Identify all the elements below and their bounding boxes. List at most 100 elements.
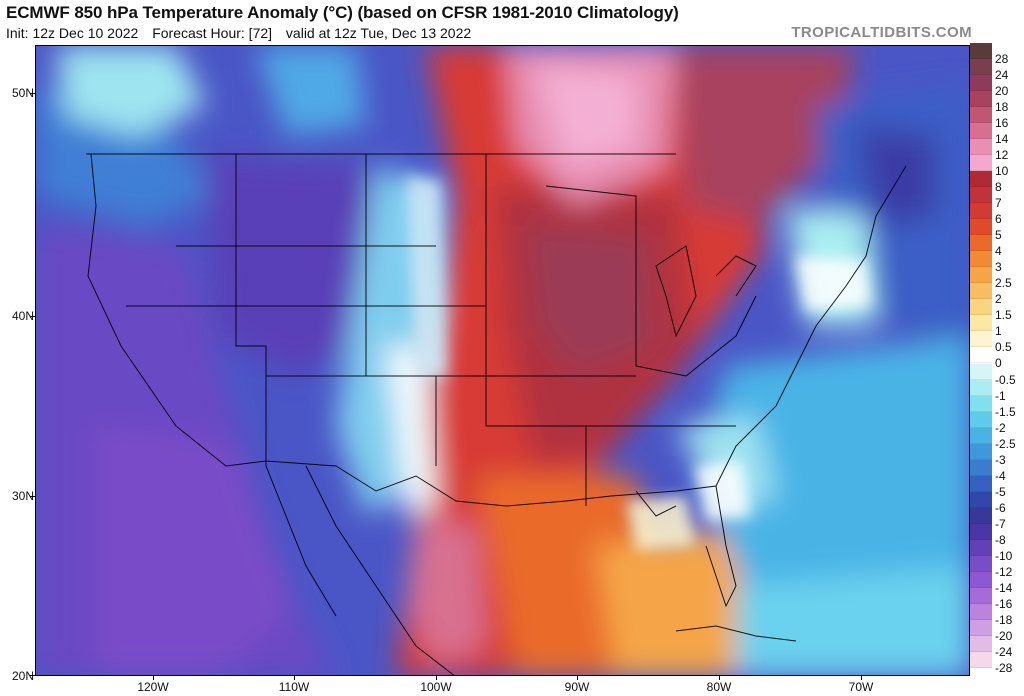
colorbar-label: -6 — [995, 500, 1006, 515]
lon-tick — [436, 676, 437, 680]
lon-label-70w: 70W — [848, 680, 874, 694]
colorbar-label: 2.5 — [995, 276, 1012, 291]
colorbar-swatch — [970, 219, 992, 236]
lon-tick — [153, 676, 154, 680]
colorbar-label: -16 — [995, 596, 1013, 611]
colorbar-label: 2 — [995, 292, 1002, 307]
lon-label-80w: 80W — [706, 680, 732, 694]
colorbar-label: -24 — [995, 644, 1013, 659]
colorbar-swatch — [970, 59, 992, 76]
colorbar-label: 28 — [995, 52, 1009, 66]
map-title: ECMWF 850 hPa Temperature Anomaly (°C) (… — [6, 3, 679, 22]
colorbar-swatch — [970, 427, 992, 444]
lat-label-20n: 20N — [11, 669, 34, 683]
colorbar-swatch — [970, 43, 992, 60]
colorbar-swatch — [970, 635, 992, 652]
colorbar-label: 7 — [995, 196, 1002, 211]
colorbar-label: -2 — [995, 420, 1006, 435]
colorbar-swatch — [970, 587, 992, 604]
colorbar-label: 18 — [995, 100, 1009, 115]
colorbar-swatch — [970, 395, 992, 412]
lat-label-50n: 50N — [11, 86, 34, 100]
colorbar-swatch — [970, 603, 992, 620]
colorbar-swatch — [970, 75, 992, 92]
colorbar-label: 5 — [995, 228, 1002, 243]
colorbar-label: 3 — [995, 260, 1002, 275]
colorbar-label: -4 — [995, 468, 1006, 483]
colorbar-swatch — [970, 523, 992, 540]
lat-tick — [30, 316, 35, 317]
colorbar-label: -28 — [995, 660, 1013, 675]
colorbar-legend: 28 24 20 18 16 14 12 10 8 7 6 5 4 3 2.5 2 1.5 1 0.5 0 -0.5 -1… — [970, 43, 1024, 676]
watermark: TROPICALTIDBITS.COM — [791, 24, 972, 41]
lon-tick — [719, 676, 720, 680]
colorbar-label: -1 — [995, 388, 1006, 403]
colorbar-swatch — [970, 171, 992, 188]
lat-tick — [30, 675, 35, 676]
colorbar-label: -0.5 — [995, 372, 1016, 387]
colorbar-label: -1.5 — [995, 404, 1016, 419]
lat-tick — [30, 93, 35, 94]
colorbar-label: 6 — [995, 212, 1002, 227]
colorbar-swatch — [970, 363, 992, 380]
colorbar-swatch — [970, 347, 992, 364]
colorbar-label: -14 — [995, 580, 1013, 595]
anomaly-map — [35, 45, 970, 676]
colorbar-label: 10 — [995, 164, 1009, 179]
colorbar-swatch — [970, 475, 992, 492]
colorbar-swatch — [970, 139, 992, 156]
colorbar-swatch — [970, 283, 992, 300]
colorbar-label: -5 — [995, 484, 1006, 499]
colorbar-label: -20 — [995, 628, 1013, 643]
lon-tick — [294, 676, 295, 680]
colorbar-label: -18 — [995, 612, 1013, 627]
valid-time: valid at 12z Tue, Dec 13 2022 — [285, 25, 472, 41]
colorbar-swatch — [970, 251, 992, 268]
colorbar-swatch — [970, 91, 992, 108]
colorbar-swatch — [970, 187, 992, 204]
anomaly-field — [36, 46, 969, 675]
colorbar-swatch — [970, 411, 992, 428]
colorbar-label: -12 — [995, 564, 1013, 579]
colorbar-swatch — [970, 203, 992, 220]
colorbar-swatch — [970, 459, 992, 476]
colorbar-swatch — [970, 651, 992, 668]
colorbar-label: 24 — [995, 68, 1009, 83]
colorbar-label: 0.5 — [995, 340, 1012, 355]
map-subtitle: Init: 12z Dec 10 2022 Forecast Hour: [72… — [6, 25, 481, 41]
colorbar-swatch — [970, 235, 992, 252]
colorbar-swatch — [970, 155, 992, 172]
colorbar-swatch — [970, 379, 992, 396]
colorbar-swatch — [970, 443, 992, 460]
colorbar-swatch — [970, 619, 992, 636]
colorbar-swatch — [970, 315, 992, 332]
colorbar-label: 14 — [995, 132, 1009, 147]
colorbar-label: 8 — [995, 180, 1002, 195]
colorbar-swatch — [970, 299, 992, 316]
colorbar-label: 12 — [995, 148, 1009, 163]
colorbar-swatch — [970, 491, 992, 508]
colorbar-label: -3 — [995, 452, 1006, 467]
colorbar-label: -10 — [995, 548, 1013, 563]
colorbar-swatch — [970, 107, 992, 124]
colorbar-label: -8 — [995, 532, 1006, 547]
colorbar-label: 4 — [995, 244, 1002, 259]
colorbar-swatch — [970, 571, 992, 588]
colorbar-label: 1 — [995, 324, 1002, 339]
lon-tick — [577, 676, 578, 680]
colorbar-swatch — [970, 267, 992, 284]
lon-label-110w: 110W — [278, 680, 310, 694]
colorbar-swatch — [970, 555, 992, 572]
lon-label-100w: 100W — [420, 680, 452, 694]
colorbar-label: 0 — [995, 356, 1002, 371]
colorbar-label: 1.5 — [995, 308, 1012, 323]
colorbar-label: -2.5 — [995, 436, 1016, 451]
lon-label-90w: 90W — [564, 680, 590, 694]
colorbar-label: -7 — [995, 516, 1006, 531]
colorbar-swatch — [970, 507, 992, 524]
lat-label-30n: 30N — [11, 489, 34, 503]
init-time: Init: 12z Dec 10 2022 — [6, 25, 139, 41]
forecast-hour: Forecast Hour: [72] — [152, 25, 273, 41]
colorbar-swatch — [970, 331, 992, 348]
lon-tick — [861, 676, 862, 680]
